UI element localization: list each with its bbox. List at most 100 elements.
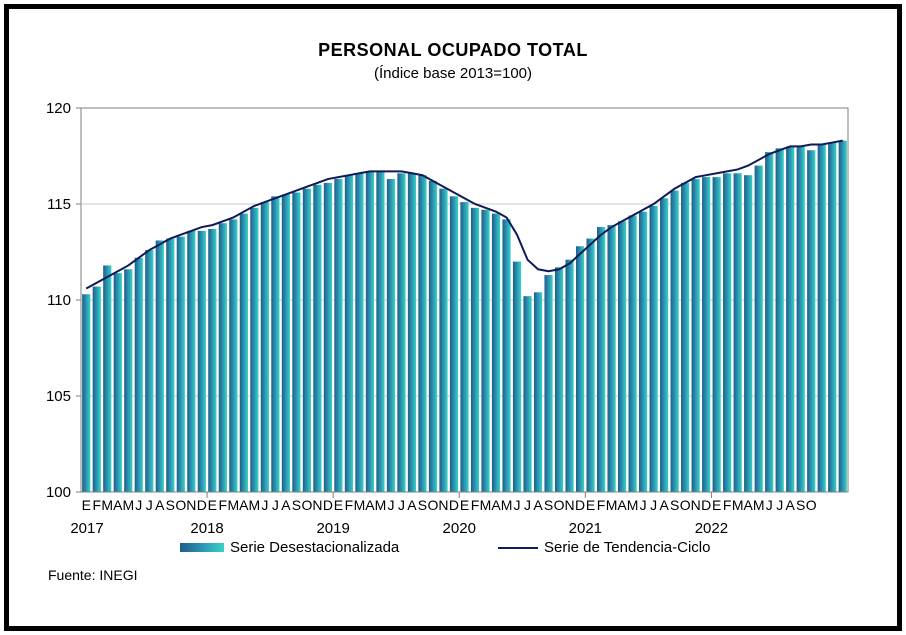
month-label: E <box>712 497 721 513</box>
bar <box>166 238 175 492</box>
bar <box>302 188 311 492</box>
y-tick-label: 100 <box>46 484 71 501</box>
month-label: N <box>565 497 575 513</box>
bar <box>145 250 154 492</box>
month-label: F <box>471 497 480 513</box>
year-label: 2021 <box>569 520 602 537</box>
month-label: J <box>650 497 657 513</box>
bar <box>250 207 259 492</box>
bar <box>754 165 763 492</box>
bar <box>481 209 490 492</box>
month-label: A <box>744 497 754 513</box>
legend-item-bars: Serie Desestacionalizada <box>180 539 399 556</box>
year-label: 2019 <box>316 520 349 537</box>
y-tick-label: 120 <box>46 100 71 117</box>
month-label: J <box>135 497 142 513</box>
bar <box>155 240 164 492</box>
bar <box>807 150 816 493</box>
month-label: O <box>175 497 186 513</box>
bar <box>618 221 627 492</box>
bar <box>723 173 732 492</box>
month-label: M <box>627 497 639 513</box>
month-label: A <box>786 497 796 513</box>
bar <box>639 211 648 492</box>
month-label: F <box>219 497 228 513</box>
bar <box>355 173 364 492</box>
month-label: N <box>438 497 448 513</box>
bar <box>113 273 122 492</box>
bar <box>229 219 238 493</box>
y-tick-label: 110 <box>47 292 71 309</box>
bar <box>523 296 532 492</box>
month-label: J <box>514 497 521 513</box>
month-label: D <box>449 497 459 513</box>
bar <box>449 196 459 492</box>
month-label: S <box>292 497 301 513</box>
month-label: M <box>122 497 134 513</box>
year-label: 2017 <box>70 520 103 537</box>
bar <box>334 179 343 493</box>
bar <box>544 275 553 492</box>
bar <box>292 192 301 493</box>
bar <box>124 269 133 492</box>
month-label: A <box>491 497 501 513</box>
bar <box>313 184 322 493</box>
month-label: J <box>776 497 783 513</box>
month-label: F <box>597 497 606 513</box>
chart-legend: Serie Desestacionalizada Serie de Tenden… <box>0 539 906 559</box>
bar <box>439 188 448 492</box>
bar <box>208 228 217 492</box>
month-label: O <box>428 497 439 513</box>
bar <box>271 196 280 492</box>
bar <box>628 215 637 492</box>
month-label: M <box>249 497 261 513</box>
bar <box>428 180 438 492</box>
year-label: 2020 <box>443 520 476 537</box>
month-label: M <box>606 497 618 513</box>
month-label: E <box>82 497 91 513</box>
month-label: J <box>766 497 773 513</box>
month-label: M <box>375 497 387 513</box>
chart-title: PERSONAL OCUPADO TOTAL <box>318 40 588 60</box>
month-label: A <box>659 497 669 513</box>
legend-item-line: Serie de Tendencia-Ciclo <box>498 539 711 556</box>
month-label: N <box>312 497 322 513</box>
month-label: F <box>345 497 354 513</box>
year-label: 2018 <box>190 520 223 537</box>
bar <box>702 177 711 492</box>
month-label: M <box>753 497 765 513</box>
bar <box>460 202 469 492</box>
month-label: M <box>101 497 113 513</box>
month-label: E <box>334 497 343 513</box>
month-label: J <box>261 497 268 513</box>
month-label: D <box>575 497 585 513</box>
bar <box>765 152 774 492</box>
bar <box>596 227 606 493</box>
month-label: F <box>723 497 732 513</box>
month-label: M <box>480 497 492 513</box>
bar <box>502 219 511 493</box>
bar <box>92 286 101 492</box>
legend-label-bars: Serie Desestacionalizada <box>230 539 400 556</box>
bar <box>554 267 564 492</box>
bar <box>607 225 616 492</box>
bar <box>176 236 185 492</box>
bar <box>218 223 227 492</box>
month-label: O <box>554 497 565 513</box>
month-label: M <box>228 497 240 513</box>
month-label: D <box>701 497 711 513</box>
bar <box>407 173 417 492</box>
month-label: S <box>166 497 175 513</box>
legend-label-line: Serie de Tendencia-Ciclo <box>544 539 711 556</box>
source-note: Fuente: INEGI <box>48 567 138 583</box>
month-label: J <box>398 497 405 513</box>
bar <box>197 230 206 492</box>
month-label: A <box>281 497 291 513</box>
chart-subtitle: (Índice base 2013=100) <box>373 65 533 82</box>
month-label: J <box>387 497 394 513</box>
month-label: E <box>208 497 217 513</box>
month-label: A <box>533 497 543 513</box>
month-label: S <box>544 497 553 513</box>
month-label: J <box>272 497 279 513</box>
